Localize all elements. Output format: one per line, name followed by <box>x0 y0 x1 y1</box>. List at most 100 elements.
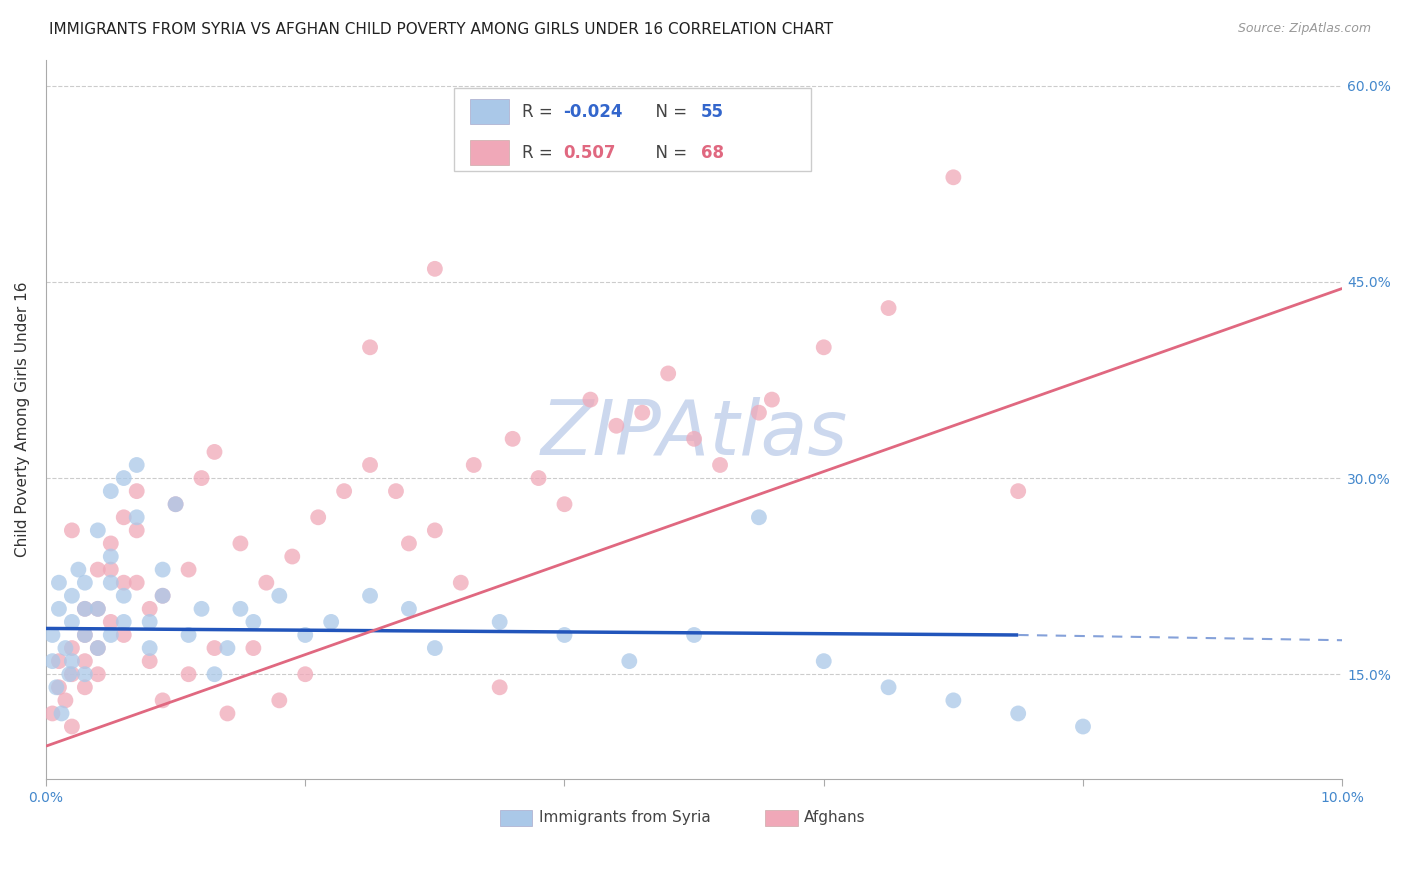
Y-axis label: Child Poverty Among Girls Under 16: Child Poverty Among Girls Under 16 <box>15 282 30 557</box>
Point <box>138 615 160 629</box>
Point <box>48 681 70 695</box>
Point <box>87 563 110 577</box>
Point <box>748 510 770 524</box>
Text: Immigrants from Syria: Immigrants from Syria <box>538 810 710 825</box>
Point <box>125 458 148 472</box>
Point <box>152 589 174 603</box>
Point <box>41 706 63 721</box>
Point <box>67 563 90 577</box>
Point <box>41 654 63 668</box>
Point <box>100 575 122 590</box>
Text: N =: N = <box>645 144 692 161</box>
Point <box>748 406 770 420</box>
Point <box>423 261 446 276</box>
Point <box>450 575 472 590</box>
Point <box>100 549 122 564</box>
Point <box>100 536 122 550</box>
Point <box>177 667 200 681</box>
Point <box>204 667 226 681</box>
Point <box>73 602 96 616</box>
Point <box>813 654 835 668</box>
Point <box>73 628 96 642</box>
Point <box>87 641 110 656</box>
Point <box>294 667 316 681</box>
Point <box>657 367 679 381</box>
Point <box>100 484 122 499</box>
Point <box>269 589 291 603</box>
FancyBboxPatch shape <box>454 88 811 171</box>
Point <box>112 589 135 603</box>
Point <box>553 497 575 511</box>
Text: R =: R = <box>522 144 562 161</box>
Point <box>619 654 641 668</box>
Point <box>125 575 148 590</box>
Point <box>87 641 110 656</box>
Point <box>112 575 135 590</box>
Text: -0.024: -0.024 <box>564 103 623 120</box>
Point <box>1071 719 1094 733</box>
Point <box>138 641 160 656</box>
Point <box>87 667 110 681</box>
Point <box>204 445 226 459</box>
Point <box>60 615 83 629</box>
Text: 0.507: 0.507 <box>564 144 616 161</box>
Point <box>281 549 304 564</box>
Point <box>294 628 316 642</box>
FancyBboxPatch shape <box>765 810 797 826</box>
Point <box>73 575 96 590</box>
Point <box>398 602 420 616</box>
Point <box>423 641 446 656</box>
Point <box>359 458 381 472</box>
Text: IMMIGRANTS FROM SYRIA VS AFGHAN CHILD POVERTY AMONG GIRLS UNDER 16 CORRELATION C: IMMIGRANTS FROM SYRIA VS AFGHAN CHILD PO… <box>49 22 834 37</box>
Point <box>125 484 148 499</box>
Point <box>60 719 83 733</box>
Point <box>48 602 70 616</box>
Point <box>877 681 900 695</box>
Point <box>60 667 83 681</box>
Point <box>87 524 110 538</box>
Point <box>1007 484 1029 499</box>
Point <box>942 170 965 185</box>
Point <box>100 628 122 642</box>
Point <box>1007 706 1029 721</box>
Point <box>242 615 264 629</box>
Point <box>631 406 654 420</box>
Point <box>125 524 148 538</box>
Point <box>41 628 63 642</box>
Point <box>73 667 96 681</box>
Point <box>48 575 70 590</box>
Point <box>190 602 212 616</box>
Text: ZIPAtlas: ZIPAtlas <box>540 397 848 471</box>
Text: R =: R = <box>522 103 558 120</box>
Point <box>359 589 381 603</box>
Point <box>242 641 264 656</box>
Point <box>152 589 174 603</box>
Text: 68: 68 <box>700 144 724 161</box>
Point <box>60 654 83 668</box>
Point <box>45 681 67 695</box>
Point <box>488 681 510 695</box>
Point <box>152 563 174 577</box>
Point <box>385 484 408 499</box>
Point <box>152 693 174 707</box>
Point <box>190 471 212 485</box>
Point <box>709 458 731 472</box>
Point <box>463 458 485 472</box>
Point <box>177 563 200 577</box>
Text: 55: 55 <box>700 103 724 120</box>
Point <box>138 654 160 668</box>
Point <box>877 301 900 315</box>
Point <box>177 628 200 642</box>
Point <box>73 654 96 668</box>
Point <box>269 693 291 707</box>
Point <box>87 602 110 616</box>
Point <box>359 340 381 354</box>
Point <box>307 510 329 524</box>
Point <box>73 628 96 642</box>
Point <box>217 706 239 721</box>
FancyBboxPatch shape <box>470 99 509 124</box>
Point <box>100 615 122 629</box>
Point <box>605 418 627 433</box>
Point <box>579 392 602 407</box>
Point <box>683 628 706 642</box>
